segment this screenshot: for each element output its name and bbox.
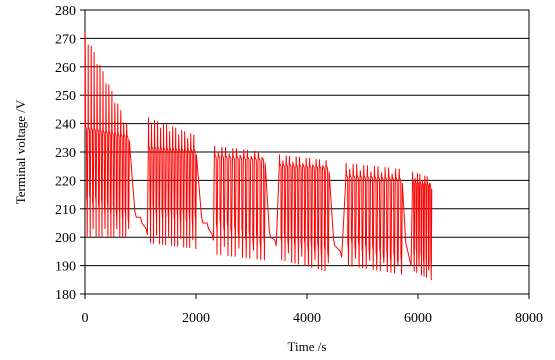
y-tick-label: 240 [55,118,76,133]
x-tick-label: 6000 [404,311,432,326]
y-tick-label: 190 [55,260,76,275]
y-axis-ticks: 180 190 200 210 220 230 240 250 260 270 280 [55,4,85,303]
voltage-series-line [84,32,433,281]
y-axis-label: Terminal voltage /V [13,99,28,204]
x-axis-label: Time /s [288,339,327,354]
y-tick-label: 270 [55,32,76,47]
x-tick-label: 0 [82,311,89,326]
x-tick-label: 2000 [182,311,210,326]
y-tick-label: 230 [55,146,76,161]
x-tick-label: 4000 [293,311,321,326]
y-tick-label: 180 [55,288,76,303]
x-tick-label: 8000 [515,311,543,326]
series-group [84,32,433,281]
y-tick-label: 200 [55,231,76,246]
y-tick-label: 220 [55,174,76,189]
y-tick-label: 250 [55,89,76,104]
y-tick-label: 280 [55,4,76,19]
y-tick-label: 260 [55,61,76,76]
x-axis-ticks: 0 2000 4000 6000 8000 [82,294,543,326]
y-tick-label: 210 [55,203,76,218]
gridlines [85,37,529,267]
